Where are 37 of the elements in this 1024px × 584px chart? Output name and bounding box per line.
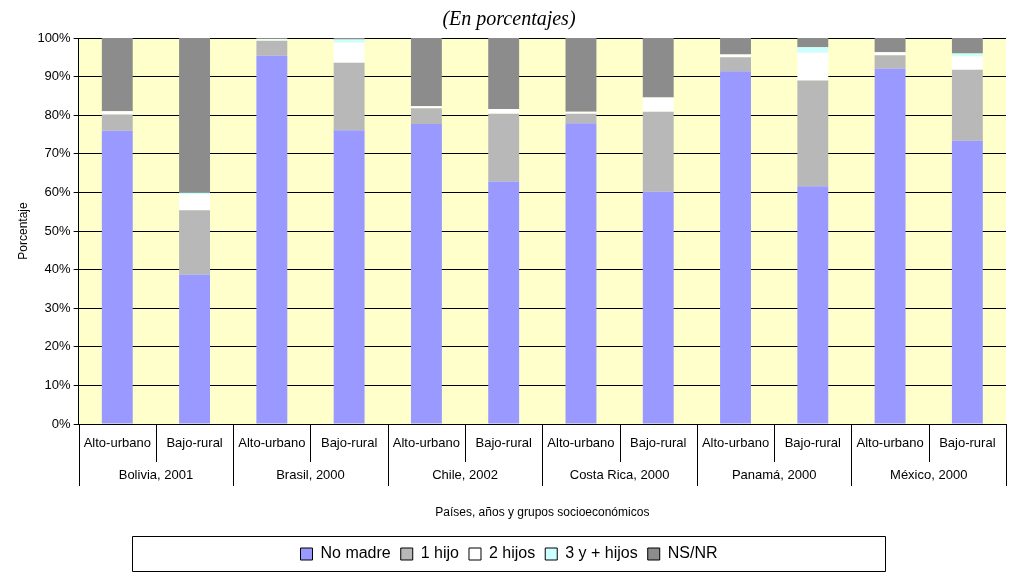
y-tick-label: 80% — [44, 106, 72, 122]
text: Costa Rica, 2000 — [569, 466, 670, 482]
y-tick-label: 50% — [44, 222, 72, 238]
x-tick-label: Bajo-rural — [630, 435, 687, 451]
y-axis-title: Porcentaje — [15, 201, 30, 260]
y-tick-label: 20% — [44, 338, 72, 354]
y-tick-label: 40% — [44, 261, 72, 277]
text: México, 2000 — [890, 466, 968, 482]
x-tick-label: Bajo-rural — [320, 435, 378, 451]
legend-label: 1 hijo — [420, 544, 460, 562]
x-tick-label: Alto-urbano — [238, 435, 306, 451]
x-tick-label: Bajo-rural — [939, 435, 996, 451]
y-tick-label: 70% — [44, 145, 72, 161]
legend-label: No madre — [320, 544, 391, 562]
x-tick-label: Bajo-rural — [166, 435, 223, 451]
x-tick-label: Alto-urbano — [547, 435, 615, 451]
x-tick-label: Alto-urbano — [83, 435, 151, 451]
legend-label: NS/NR — [667, 544, 718, 562]
text: Bolivia, 2001 — [118, 466, 194, 482]
x-tick-label: Bajo-rural — [784, 435, 842, 451]
x-tick-label: Bajo-rural — [475, 435, 532, 451]
x-axis-title: Países, años y grupos socioeconómicos — [435, 505, 650, 520]
y-tick-label: 0% — [51, 415, 72, 431]
text: Panamá, 2000 — [731, 466, 817, 482]
text: Brasil, 2000 — [276, 466, 345, 482]
text: Chile, 2002 — [432, 466, 498, 482]
chart-title: (En porcentajes) — [442, 7, 576, 31]
y-tick-label: 100% — [37, 29, 72, 45]
legend-label: 2 hijos — [488, 544, 536, 562]
y-tick-label: 60% — [44, 183, 72, 199]
y-tick-label: 90% — [44, 68, 72, 84]
legend-label: 3 y + hijos — [565, 544, 638, 562]
y-tick-label: 30% — [44, 299, 72, 315]
x-tick-label: Alto-urbano — [392, 435, 461, 451]
x-tick-label: Alto-urbano — [701, 435, 770, 451]
y-tick-label: 10% — [44, 376, 72, 392]
x-tick-label: Alto-urbano — [856, 435, 924, 451]
